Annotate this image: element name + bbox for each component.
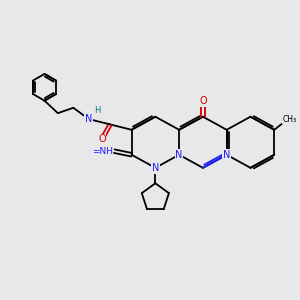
- Text: N: N: [152, 163, 159, 173]
- Text: N: N: [176, 150, 183, 160]
- Text: CH₃: CH₃: [283, 115, 297, 124]
- Text: =NH: =NH: [92, 147, 113, 156]
- Text: H: H: [94, 106, 101, 115]
- Text: O: O: [98, 134, 106, 144]
- Text: O: O: [199, 96, 207, 106]
- Text: N: N: [85, 114, 92, 124]
- Text: N: N: [223, 150, 230, 160]
